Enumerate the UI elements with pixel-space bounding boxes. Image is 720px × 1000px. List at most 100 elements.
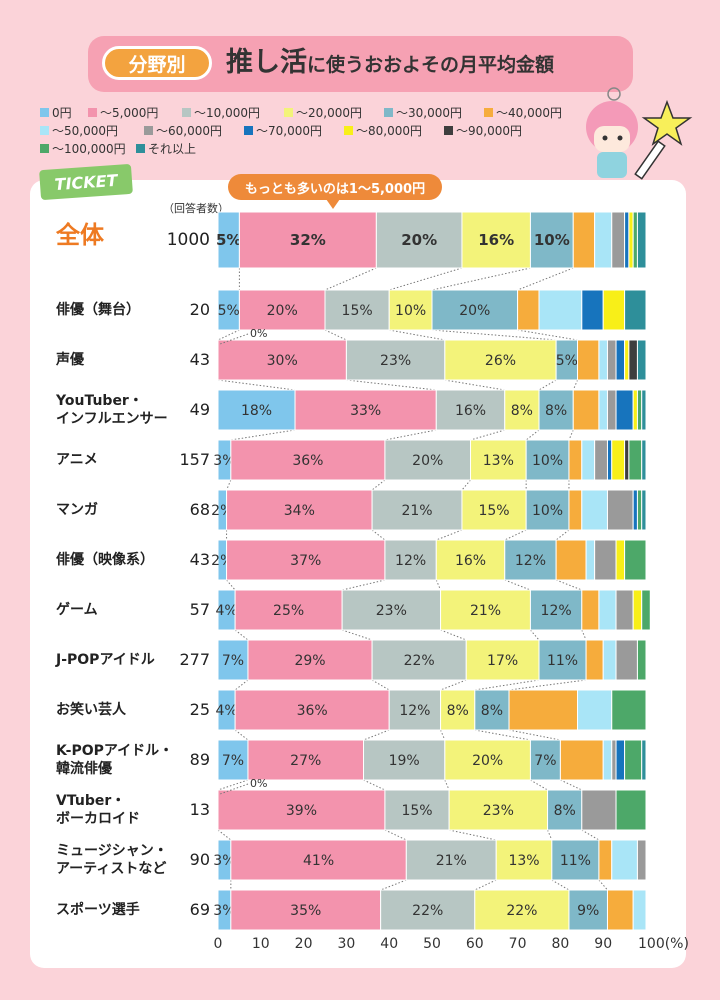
respondent-count: 277: [179, 650, 210, 669]
row-label-line: ボーカロイド: [56, 811, 140, 827]
bar-value-label: 32%: [290, 231, 326, 249]
row-label: アニメ: [56, 451, 98, 469]
row-label-line: VTuber・: [56, 793, 126, 809]
bar-value-label: 36%: [292, 453, 323, 469]
bar-value-label: 20%: [267, 303, 298, 319]
bar-value-label: 8%: [447, 703, 469, 719]
legend-label: ～80,000円: [356, 124, 422, 138]
category-tag: 分野別: [102, 46, 212, 80]
bar-segment: [529, 589, 583, 631]
bar-segment: [611, 739, 617, 781]
bar-segment: [230, 889, 382, 931]
bar-value-label: 19%: [389, 753, 420, 769]
x-tick-label: 80: [551, 936, 569, 952]
bar-segment: [615, 739, 626, 781]
row-label-line: K-POPアイドル・: [56, 743, 174, 759]
bar-value-label: 27%: [290, 753, 321, 769]
bar-value-label: 15%: [478, 503, 509, 519]
legend-item: ～100,000円: [40, 140, 126, 157]
legend-swatch: [444, 126, 453, 135]
bar-segment: [624, 211, 630, 269]
bar-segment: [594, 211, 613, 269]
bar-segment: [641, 439, 647, 481]
bar-value-label: 22%: [404, 653, 435, 669]
bar-value-label: 15%: [342, 303, 373, 319]
bar-segment: [606, 389, 617, 431]
bar-value-label: 37%: [290, 553, 321, 569]
bar-value-label: 20%: [459, 303, 490, 319]
bar-segment: [435, 539, 506, 581]
legend-label: ～10,000円: [194, 106, 260, 120]
bar-segment: [495, 839, 553, 881]
connector-line: [474, 679, 540, 691]
legend-item: ～30,000円: [384, 104, 462, 121]
legend-label: 0円: [52, 106, 72, 120]
row-label: スポーツ選手: [56, 901, 140, 919]
row-label: K-POPアイドル・ 韓流俳優: [56, 742, 173, 778]
row-label-line: アーティストなど: [56, 861, 167, 877]
connector-line: [226, 479, 232, 491]
bar-value-label: 17%: [487, 653, 518, 669]
bar-value-label: 16%: [455, 553, 486, 569]
bar-segment: [606, 439, 613, 481]
bar-value-label: 25%: [273, 603, 304, 619]
connector-line: [508, 679, 587, 691]
bar-segment: [581, 789, 617, 831]
x-tick-label: 50: [423, 936, 441, 952]
connector-line: [234, 729, 249, 741]
bar-segment: [641, 739, 647, 781]
respondent-count: 90: [189, 850, 210, 869]
bar-value-label: 5%: [216, 231, 241, 249]
bar-segment: [594, 439, 608, 481]
bar-segment: [230, 839, 407, 881]
bar-value-label: 20%: [472, 753, 503, 769]
bar-segment: [641, 389, 647, 431]
legend-item: ～10,000円: [182, 104, 260, 121]
connector-line: [363, 729, 390, 741]
bar-segment: [572, 389, 600, 431]
connector-line: [474, 729, 531, 741]
zero-percent-note: 0%: [250, 327, 267, 340]
bar-segment: [341, 589, 442, 631]
connector-line: [530, 629, 540, 641]
row-label-line: スポーツ選手: [56, 902, 140, 918]
bar-segment: [559, 739, 604, 781]
bar-segment: [508, 689, 579, 731]
zero-percent-note: 0%: [250, 777, 267, 790]
connector-line: [517, 267, 574, 291]
bar-segment: [230, 439, 386, 481]
bar-value-label: 12%: [399, 703, 430, 719]
connector-line: [551, 879, 570, 891]
bar-segment: [581, 489, 608, 531]
bar-value-label: 5%: [556, 353, 578, 369]
bar-segment: [632, 889, 647, 931]
respondent-count: 89: [189, 750, 210, 769]
bar-segment: [636, 339, 647, 381]
bar-segment: [628, 439, 643, 481]
bar-value-label: 21%: [436, 853, 467, 869]
connector-line: [217, 829, 232, 841]
callout-most-common: もっとも多いのは1～5,000円: [228, 174, 442, 200]
respondent-count: 20: [189, 300, 210, 319]
legend-item: ～90,000円: [444, 122, 522, 139]
legend-swatch: [40, 108, 49, 117]
connector-line: [230, 429, 296, 441]
connector-line: [568, 429, 574, 441]
bar-segment: [615, 789, 647, 831]
respondent-count: 69: [189, 900, 210, 919]
bar-segment: [371, 489, 463, 531]
connector-line: [341, 629, 373, 641]
bar-segment: [461, 489, 527, 531]
connector-line: [217, 379, 296, 391]
bar-value-label: 23%: [380, 353, 411, 369]
connector-line: [389, 329, 445, 341]
x-tick-label: 90: [594, 936, 612, 952]
bar-segment: [632, 489, 638, 531]
legend-swatch: [244, 126, 253, 135]
title-main-text: 推し活: [226, 47, 307, 78]
bar-segment: [444, 339, 557, 381]
bar-segment: [538, 289, 583, 331]
bar-segment: [405, 839, 497, 881]
connector-line: [444, 379, 505, 391]
connector-line: [226, 579, 236, 591]
